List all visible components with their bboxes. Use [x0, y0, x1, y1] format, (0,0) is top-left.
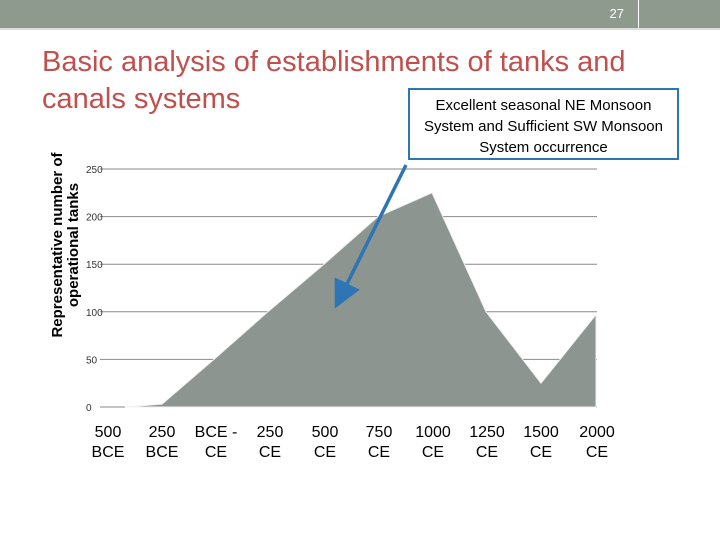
x-category-label: 2000 CE — [579, 424, 615, 461]
y-tick-label: 50 — [86, 355, 98, 366]
x-category-label: BCE -CE — [195, 424, 238, 461]
x-category-label: 1000 CE — [415, 424, 451, 461]
callout-box: Excellent seasonal NE Monsoon System and… — [408, 88, 679, 160]
callout-arrow — [334, 164, 408, 309]
x-category-label: 1500 CE — [523, 424, 559, 461]
header-divider — [638, 0, 639, 28]
y-tick-label: 150 — [86, 260, 103, 271]
x-category-label: 1250 CE — [469, 424, 505, 461]
x-category-label: 500 CE — [312, 424, 339, 461]
x-category-label: 250 BCE — [146, 424, 179, 461]
header-bar — [0, 0, 720, 28]
page-number: 27 — [609, 6, 624, 21]
series-area — [124, 192, 597, 408]
slide-title: Basic analysis of establishments of tank… — [42, 46, 626, 115]
y-tick-label: 200 — [86, 213, 103, 224]
y-tick-label: 100 — [86, 308, 103, 319]
header-underline — [0, 28, 720, 30]
x-category-label: 750 CE — [366, 424, 393, 461]
x-category-label: 250 CE — [257, 424, 284, 461]
x-category-label: 500 BCE — [92, 424, 125, 461]
y-tick-label: 0 — [86, 403, 92, 414]
y-tick-label: 250 — [86, 165, 103, 176]
